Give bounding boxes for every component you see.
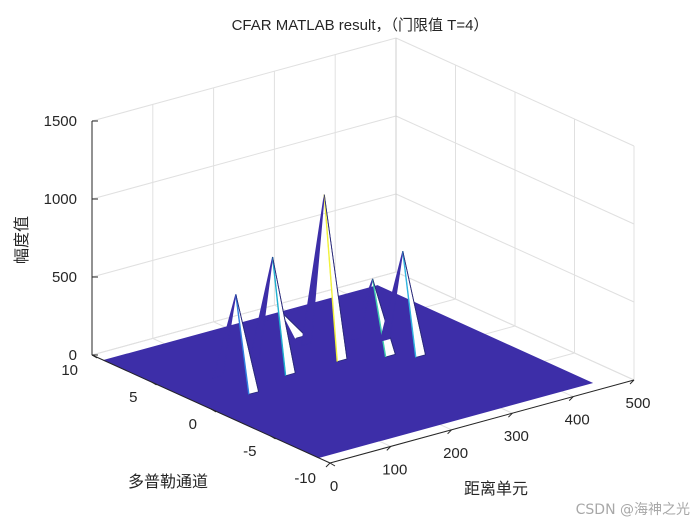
x-tick-label: 500 [625, 395, 650, 412]
z-tick-label: 1000 [44, 191, 77, 208]
peak-back-face [349, 278, 374, 342]
x-tick [325, 462, 331, 468]
peak-edge [235, 294, 250, 395]
peak-edge [402, 251, 426, 355]
y-tick [151, 381, 157, 386]
peak-back-face [212, 294, 237, 379]
z-tick-label: 0 [69, 347, 77, 364]
y-tick-label: -10 [294, 470, 316, 487]
peak-back-face [249, 256, 274, 361]
y-tick [329, 462, 336, 467]
grid-line [91, 193, 397, 278]
y-tick-label: 0 [189, 416, 197, 433]
peak-back-face [379, 251, 404, 342]
peak-edge [235, 294, 259, 392]
x-tick-label: 200 [443, 445, 468, 462]
x-tick-label: 400 [565, 412, 590, 429]
x-tick-label: 100 [382, 461, 407, 478]
z-tick-label: 1500 [44, 113, 77, 130]
y-tick-label: 10 [61, 362, 78, 379]
peak-edge [323, 194, 338, 362]
x-tick-label: 0 [330, 478, 338, 495]
peak-edge [402, 251, 417, 358]
x-tick [629, 379, 635, 385]
z-tick-label: 500 [52, 269, 77, 286]
peak-back-face [259, 312, 283, 323]
grid-line [91, 37, 397, 122]
watermark: CSDN @海神之光 [575, 502, 690, 518]
peak-edge [323, 194, 348, 359]
y-tick-label: -5 [243, 443, 256, 460]
peak-edge [371, 278, 387, 358]
y-axis-label: 多普勒通道 [128, 473, 208, 491]
x-tick [508, 412, 513, 418]
z-axis-label: 幅度值 [13, 216, 31, 264]
peak-edge [271, 256, 287, 376]
peak-edge [282, 312, 306, 336]
peak-edge [372, 278, 396, 355]
peak-back-face [300, 194, 325, 347]
x-tick [568, 396, 574, 401]
y-tick [210, 408, 217, 413]
chart-title: CFAR MATLAB result，（门限值 T=4） [232, 17, 489, 34]
y-tick [270, 435, 276, 440]
x-axis-label: 距离单元 [464, 480, 528, 498]
grid-line [91, 271, 397, 356]
grid-line [91, 115, 397, 200]
x-tick [447, 429, 452, 435]
x-tick [386, 446, 392, 451]
y-tick-label: 5 [129, 389, 137, 406]
x-axis-line [329, 379, 635, 464]
x-tick-label: 300 [504, 428, 529, 445]
peak-edge [272, 256, 296, 374]
peak-edge [282, 312, 297, 339]
